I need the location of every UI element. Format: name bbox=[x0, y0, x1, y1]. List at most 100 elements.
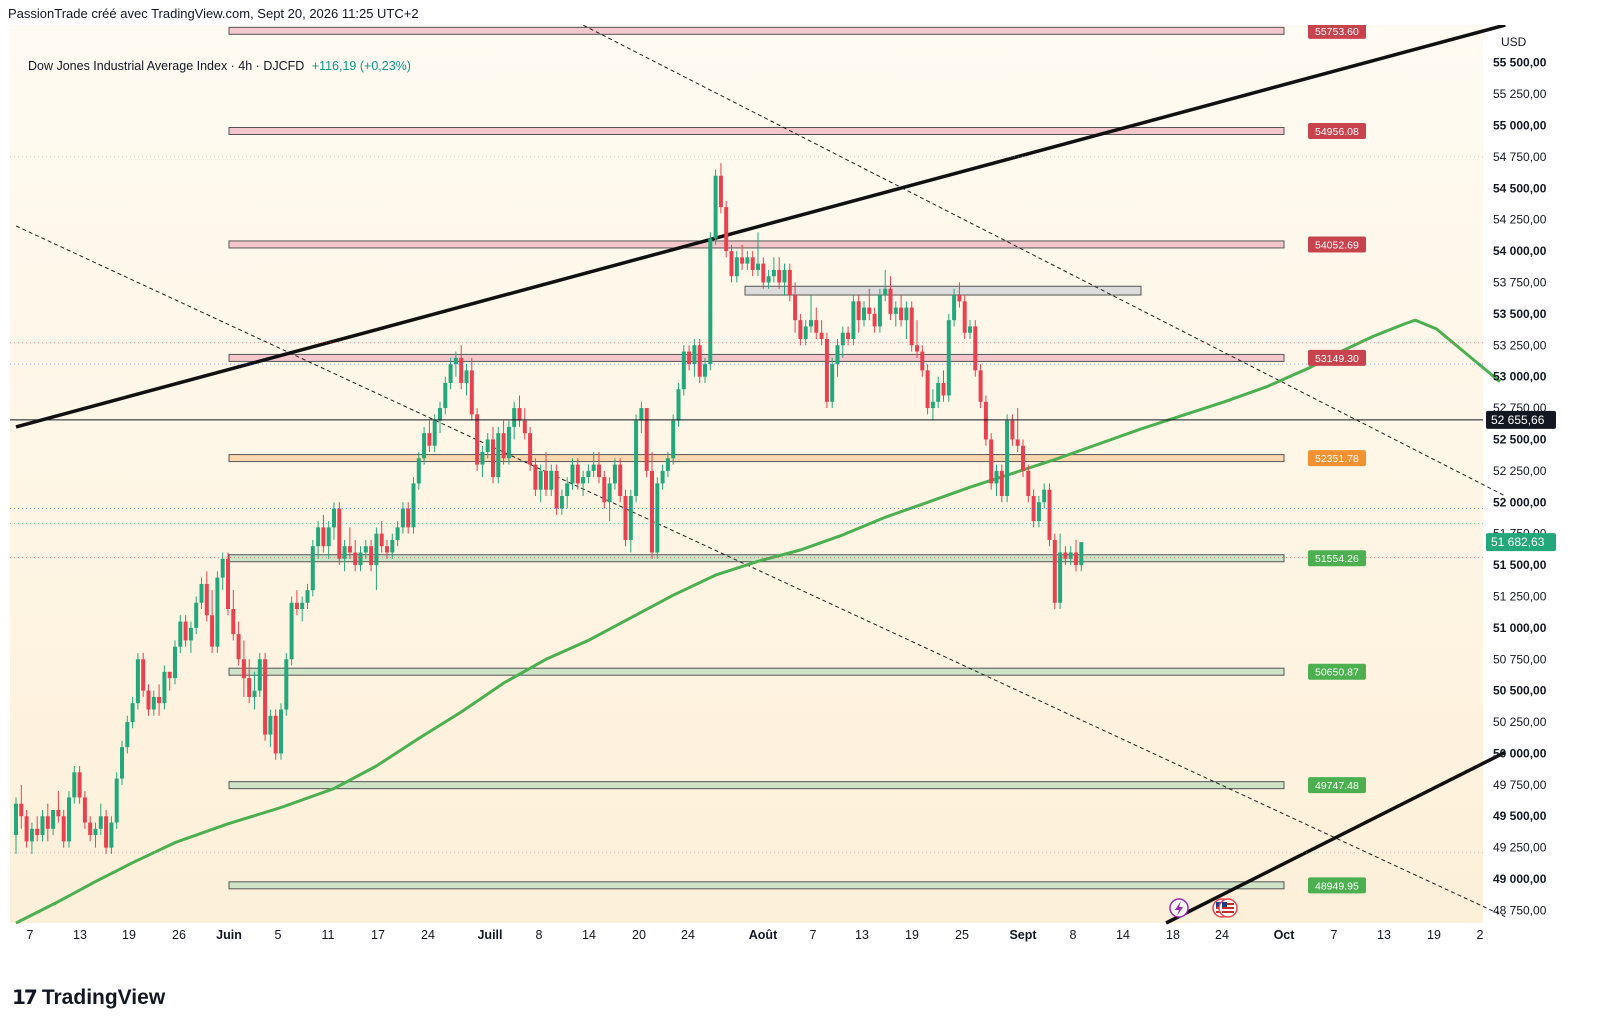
level-label: 48949.95 bbox=[1315, 880, 1359, 892]
candle-body bbox=[310, 546, 315, 591]
candle bbox=[973, 320, 978, 377]
candle bbox=[98, 803, 103, 836]
candle bbox=[279, 703, 283, 760]
sma-line bbox=[15, 318, 1501, 925]
candle bbox=[475, 408, 480, 471]
sma-series bbox=[15, 318, 1501, 925]
candle-body bbox=[565, 483, 570, 496]
level-zone bbox=[228, 126, 1285, 135]
price-tick-label: 53 000,00 bbox=[1493, 370, 1547, 384]
candle-body bbox=[930, 401, 935, 409]
candle bbox=[703, 357, 707, 383]
candle-body bbox=[464, 370, 469, 383]
candle bbox=[485, 433, 490, 459]
level-label-bg bbox=[1308, 236, 1366, 253]
candle-body bbox=[130, 703, 135, 723]
candle bbox=[628, 489, 633, 553]
candle bbox=[989, 433, 994, 490]
candle-body bbox=[432, 420, 437, 446]
price-tick-label: 53 750,00 bbox=[1493, 275, 1547, 289]
candle-body bbox=[114, 778, 119, 823]
candle-body bbox=[650, 470, 654, 553]
price-tick-label: 50 000,00 bbox=[1493, 746, 1547, 760]
time-tick-label: 7 bbox=[27, 928, 34, 942]
level-label: 54052.69 bbox=[1315, 239, 1359, 251]
candle bbox=[173, 640, 177, 685]
candle-body bbox=[671, 420, 676, 459]
tradingview-logo[interactable]: 𝟭𝟳 TradingView bbox=[12, 985, 165, 1010]
candle-body bbox=[422, 433, 427, 459]
chart-svg[interactable]: 48 750,00 49 000,00 49 250,00 49 500,00 49 7… bbox=[10, 25, 1590, 970]
candle-body bbox=[517, 408, 522, 421]
candle bbox=[369, 539, 374, 572]
candle bbox=[480, 445, 485, 478]
candle bbox=[400, 502, 405, 534]
candle-body bbox=[793, 295, 798, 321]
candle-body bbox=[1079, 542, 1084, 566]
crosshair-price-badge: 52 655,66 bbox=[1491, 413, 1545, 427]
candle-body bbox=[135, 659, 140, 704]
candle-body bbox=[204, 583, 209, 616]
level-label: 52351.78 bbox=[1315, 453, 1359, 465]
candle-body bbox=[1031, 495, 1036, 522]
candle bbox=[443, 376, 448, 415]
candle-body bbox=[724, 207, 729, 252]
candle-body bbox=[814, 320, 819, 333]
candle bbox=[607, 477, 612, 522]
candle-body bbox=[628, 495, 633, 540]
candle bbox=[517, 395, 522, 427]
candle bbox=[72, 766, 77, 804]
level-zone bbox=[228, 781, 1285, 790]
candle-body bbox=[151, 696, 156, 710]
candle-body bbox=[591, 464, 596, 471]
candle bbox=[978, 364, 983, 409]
candle-body bbox=[1068, 552, 1073, 559]
candle bbox=[125, 715, 130, 754]
candle bbox=[305, 583, 310, 610]
time-tick-label: 24 bbox=[681, 928, 695, 942]
flag-stripe bbox=[1222, 903, 1234, 905]
candle-body bbox=[379, 533, 384, 547]
candle bbox=[151, 690, 156, 716]
tradingview-logo-icon: 𝟭𝟳 bbox=[12, 987, 38, 1009]
candle bbox=[877, 288, 882, 333]
candle-body bbox=[443, 382, 448, 409]
candle bbox=[713, 169, 718, 245]
candle bbox=[379, 521, 384, 553]
consolidation-box bbox=[744, 285, 1142, 296]
candle bbox=[141, 652, 146, 697]
candle-body bbox=[485, 439, 490, 453]
candle bbox=[634, 414, 639, 503]
candle-body bbox=[597, 464, 601, 478]
candle-body bbox=[294, 602, 299, 610]
price-axis-background[interactable] bbox=[1483, 25, 1590, 923]
channel-line-lower bbox=[1165, 750, 1507, 925]
price-tick-label: 55 000,00 bbox=[1493, 118, 1547, 132]
candlestick-series bbox=[14, 163, 1084, 854]
candle bbox=[120, 740, 124, 785]
candle-body bbox=[109, 822, 114, 848]
candle-body bbox=[241, 659, 246, 679]
candle-body bbox=[1047, 489, 1052, 540]
time-tick-label: Oct bbox=[1274, 928, 1296, 942]
last-price-badge-bg bbox=[1486, 533, 1556, 552]
candle-body bbox=[215, 577, 220, 647]
candle-body bbox=[983, 401, 988, 440]
symbol-title: Dow Jones Industrial Average Index · 4h … bbox=[28, 59, 305, 73]
flag-stripe bbox=[1222, 907, 1234, 909]
chart-frame[interactable]: 48 750,00 49 000,00 49 250,00 49 500,00 49 7… bbox=[10, 25, 1590, 970]
price-tick-label: 52 000,00 bbox=[1493, 495, 1547, 509]
candle bbox=[316, 521, 321, 559]
candle-body bbox=[480, 452, 485, 465]
candle-body bbox=[353, 552, 358, 566]
candle-body bbox=[586, 470, 591, 478]
candle-body bbox=[1015, 439, 1020, 446]
time-axis-background[interactable] bbox=[10, 923, 1590, 970]
candle-body bbox=[830, 364, 835, 402]
candle-body bbox=[798, 320, 803, 339]
price-change: +116,19 (+0,23%) bbox=[311, 59, 411, 73]
candle bbox=[310, 539, 315, 597]
time-tick-label: Juill bbox=[477, 928, 502, 942]
price-tick-label: 49 250,00 bbox=[1493, 841, 1547, 855]
candle bbox=[35, 816, 40, 842]
